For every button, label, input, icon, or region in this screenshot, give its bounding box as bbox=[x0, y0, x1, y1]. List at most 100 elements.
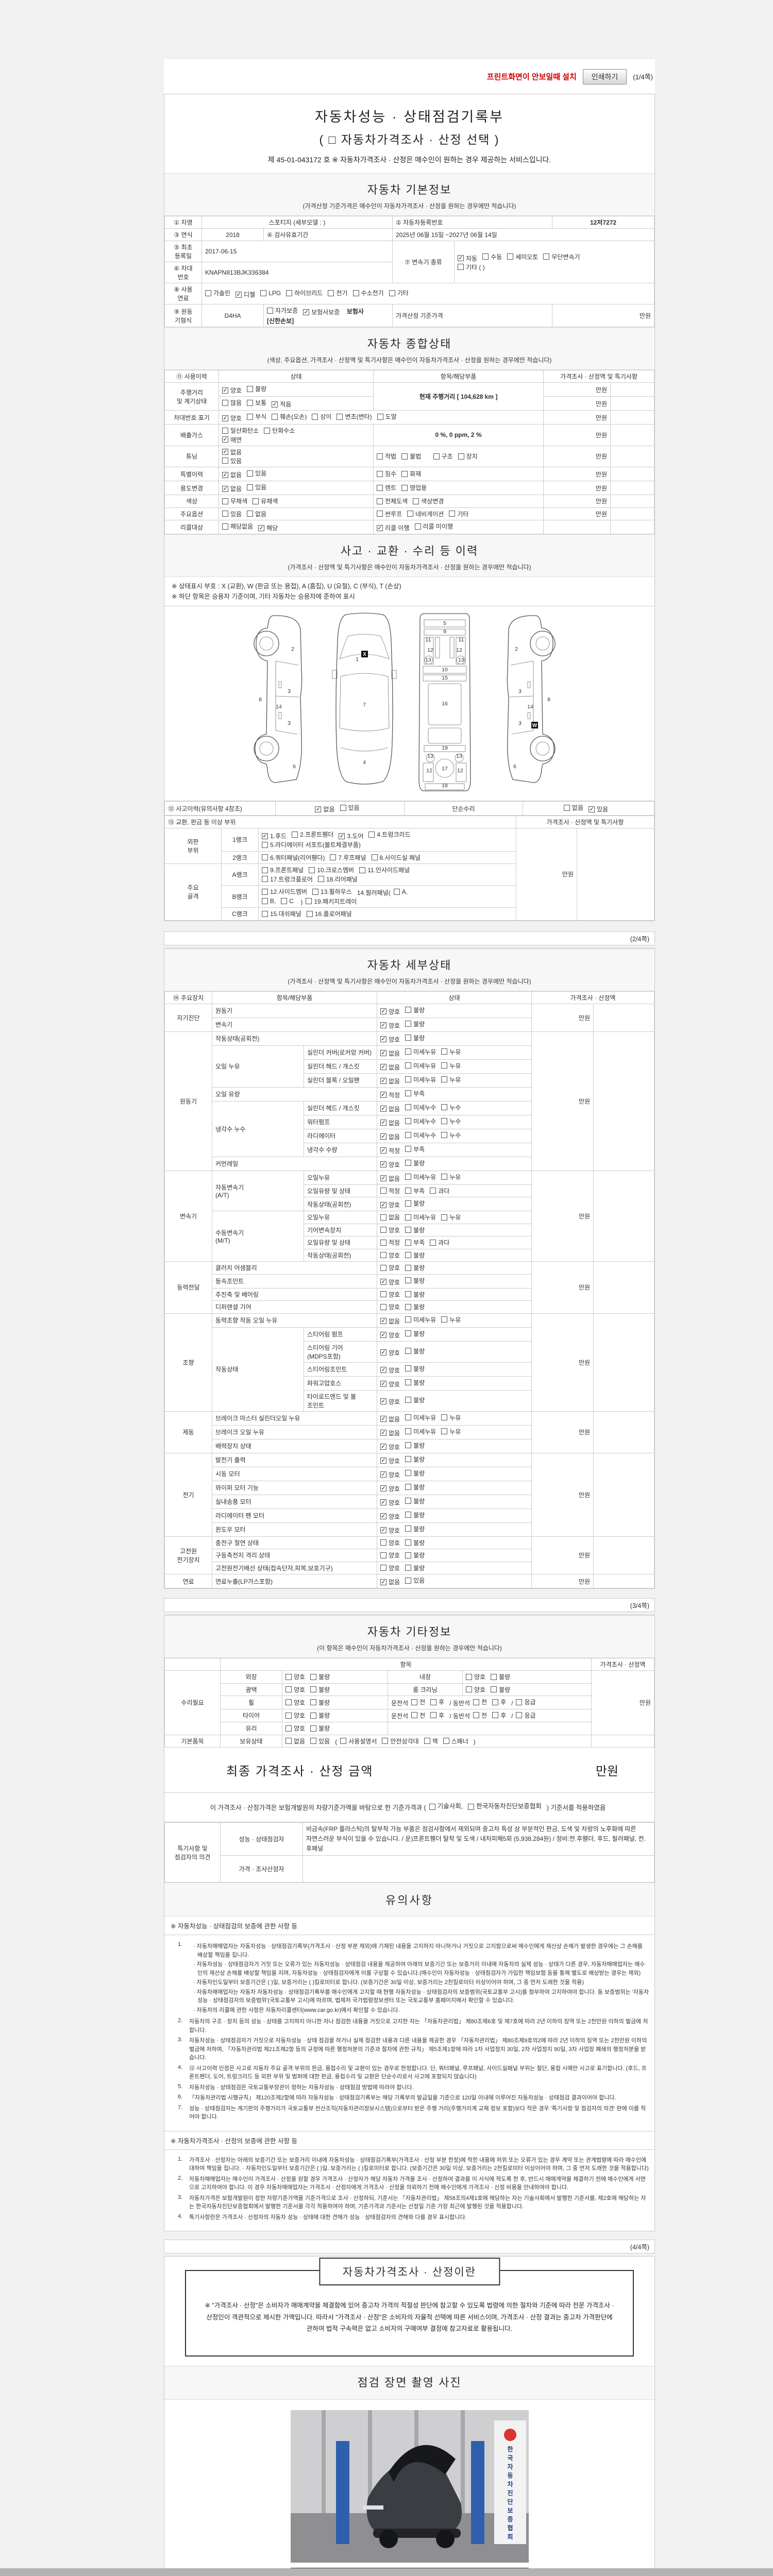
checkbox-box[interactable] bbox=[405, 1132, 412, 1138]
checkbox-없음[interactable]: ✓ 없음 bbox=[380, 1118, 400, 1127]
checkbox-box[interactable] bbox=[247, 385, 254, 392]
checkbox-세미오토[interactable]: 세미오토 bbox=[507, 252, 538, 261]
checkbox-box[interactable] bbox=[272, 413, 278, 420]
checkbox-불량[interactable]: 불량 bbox=[405, 1511, 425, 1519]
checkbox-보험사보증[interactable]: ✓ 보험사보증 bbox=[303, 308, 340, 316]
checkbox-양호[interactable]: ✓ 양호 bbox=[380, 1526, 400, 1535]
checkbox-box[interactable] bbox=[262, 867, 268, 873]
checkbox-box[interactable] bbox=[441, 1118, 448, 1124]
checkbox-불량[interactable]: 불량 bbox=[405, 1551, 425, 1560]
checkbox-box[interactable] bbox=[377, 498, 383, 504]
checkbox-box[interactable] bbox=[458, 264, 464, 270]
checkbox-box[interactable] bbox=[310, 1686, 317, 1692]
checkbox-양호[interactable]: ✓ 양호 bbox=[380, 1035, 400, 1044]
checkbox-box[interactable] bbox=[429, 1803, 435, 1810]
checkbox-box[interactable] bbox=[359, 867, 366, 873]
checkbox-box[interactable] bbox=[441, 1048, 448, 1055]
checkbox-box[interactable]: ✓ bbox=[315, 806, 322, 812]
checkbox-미세누수[interactable]: 미세누수 bbox=[405, 1131, 436, 1140]
checkbox-box[interactable] bbox=[449, 511, 456, 517]
checkbox-5.라디에이터 서포트(볼트체결부품)[interactable]: 5.라디에이터 서포트(볼트체결부품) bbox=[262, 840, 361, 849]
checkbox-없음[interactable]: 없음 bbox=[380, 1213, 400, 1222]
checkbox-불량[interactable]: 불량 bbox=[405, 1497, 425, 1505]
checkbox-box[interactable]: ✓ bbox=[380, 1147, 387, 1154]
checkbox-box[interactable] bbox=[310, 1725, 317, 1732]
checkbox-box[interactable] bbox=[405, 1539, 412, 1546]
checkbox-box[interactable] bbox=[262, 854, 268, 860]
checkbox-box[interactable]: ✓ bbox=[236, 291, 242, 298]
checkbox-변조(변타)[interactable]: 변조(변타) bbox=[337, 412, 372, 421]
checkbox-box[interactable] bbox=[405, 1062, 412, 1069]
checkbox-하이브리드[interactable]: 하이브리드 bbox=[286, 289, 323, 297]
checkbox-양호[interactable]: ✓ 양호 bbox=[380, 1397, 400, 1406]
checkbox-box[interactable] bbox=[441, 1062, 448, 1069]
checkbox-box[interactable]: ✓ bbox=[380, 1161, 387, 1167]
checkbox-불량[interactable]: 불량 bbox=[405, 1159, 425, 1167]
checkbox-box[interactable] bbox=[222, 457, 228, 464]
checkbox-box[interactable] bbox=[441, 1132, 448, 1138]
checkbox-없음[interactable]: ✓ 없음 bbox=[380, 1317, 400, 1326]
checkbox-box[interactable] bbox=[433, 453, 440, 460]
checkbox-box[interactable] bbox=[424, 1738, 430, 1744]
checkbox-누수[interactable]: 누수 bbox=[441, 1131, 461, 1140]
checkbox-box[interactable]: ✓ bbox=[380, 1175, 387, 1181]
checkbox-box[interactable] bbox=[286, 290, 293, 296]
checkbox-디젤[interactable]: ✓ 디젤 bbox=[236, 290, 255, 299]
checkbox-양호[interactable]: 양호 bbox=[285, 1711, 305, 1720]
checkbox-안전삼각대[interactable]: 안전삼각대 bbox=[382, 1737, 419, 1745]
checkbox-양호[interactable]: 양호 bbox=[285, 1672, 305, 1681]
checkbox-17.트렁크플로어[interactable]: 17.트렁크플로어 bbox=[262, 875, 313, 884]
checkbox-6.쿼터패널(리어휀다)[interactable]: 6.쿼터패널(리어휀다) bbox=[262, 853, 325, 862]
checkbox-양호[interactable]: 양호 bbox=[285, 1685, 305, 1694]
checkbox-box[interactable] bbox=[441, 1174, 448, 1180]
checkbox-해당없음[interactable]: 해당없음 bbox=[222, 522, 253, 531]
checkbox-box[interactable] bbox=[405, 1316, 412, 1323]
checkbox-box[interactable]: ✓ bbox=[380, 1332, 387, 1338]
checkbox-미세누유[interactable]: 미세누유 bbox=[405, 1427, 436, 1436]
checkbox-누수[interactable]: 누수 bbox=[441, 1103, 461, 1112]
checkbox-많음[interactable]: 많음 bbox=[222, 398, 242, 407]
checkbox-누유[interactable]: 누유 bbox=[441, 1061, 461, 1070]
checkbox-box[interactable] bbox=[468, 1803, 475, 1810]
checkbox-불량[interactable]: 불량 bbox=[310, 1685, 330, 1694]
checkbox-box[interactable] bbox=[262, 841, 268, 848]
checkbox-부족[interactable]: 부족 bbox=[405, 1089, 425, 1098]
checkbox-box[interactable]: ✓ bbox=[380, 1120, 387, 1126]
checkbox-과다[interactable]: 과다 bbox=[430, 1238, 449, 1247]
checkbox-box[interactable] bbox=[507, 253, 514, 260]
checkbox-적음[interactable]: ✓ 적음 bbox=[272, 400, 291, 409]
checkbox-box[interactable] bbox=[443, 1738, 449, 1744]
checkbox-양호[interactable]: 양호 bbox=[380, 1290, 400, 1299]
checkbox-box[interactable] bbox=[405, 1048, 412, 1055]
checkbox-box[interactable] bbox=[310, 1699, 317, 1705]
checkbox-전[interactable]: 전 bbox=[473, 1698, 487, 1706]
checkbox-전[interactable]: 전 bbox=[473, 1711, 487, 1720]
checkbox-box[interactable] bbox=[337, 413, 343, 420]
checkbox-box[interactable] bbox=[405, 1239, 412, 1246]
checkbox-불량[interactable]: 불량 bbox=[310, 1711, 330, 1720]
checkbox-box[interactable] bbox=[411, 1712, 418, 1718]
checkbox-box[interactable] bbox=[516, 1699, 523, 1705]
checkbox-누유[interactable]: 누유 bbox=[441, 1047, 461, 1056]
checkbox-불량[interactable]: 불량 bbox=[405, 1302, 425, 1311]
checkbox-양호[interactable]: ✓ 양호 bbox=[380, 1021, 400, 1030]
checkbox-box[interactable] bbox=[262, 876, 268, 882]
checkbox-box[interactable] bbox=[262, 910, 268, 917]
checkbox-누유[interactable]: 누유 bbox=[441, 1413, 461, 1422]
checkbox-불량[interactable]: 불량 bbox=[247, 384, 266, 393]
checkbox-box[interactable]: ✓ bbox=[458, 255, 464, 262]
checkbox-box[interactable] bbox=[430, 1699, 437, 1705]
checkbox-불량[interactable]: 불량 bbox=[405, 1564, 425, 1572]
checkbox-부족[interactable]: 부족 bbox=[405, 1145, 425, 1154]
checkbox-불량[interactable]: 불량 bbox=[405, 1020, 425, 1028]
checkbox-box[interactable] bbox=[414, 523, 421, 530]
checkbox-8.사이드실 패널[interactable]: 8.사이드실 패널 bbox=[371, 853, 421, 862]
checkbox-box[interactable] bbox=[441, 1316, 448, 1323]
checkbox-불량[interactable]: 불량 bbox=[310, 1698, 330, 1707]
checkbox-box[interactable] bbox=[413, 498, 419, 504]
checkbox-box[interactable]: ✓ bbox=[380, 1444, 387, 1450]
checkbox-box[interactable] bbox=[563, 804, 570, 811]
checkbox-없음[interactable]: ✓ 없음 bbox=[222, 470, 242, 479]
checkbox-box[interactable]: ✓ bbox=[339, 833, 345, 839]
checkbox-box[interactable]: ✓ bbox=[380, 1349, 387, 1355]
